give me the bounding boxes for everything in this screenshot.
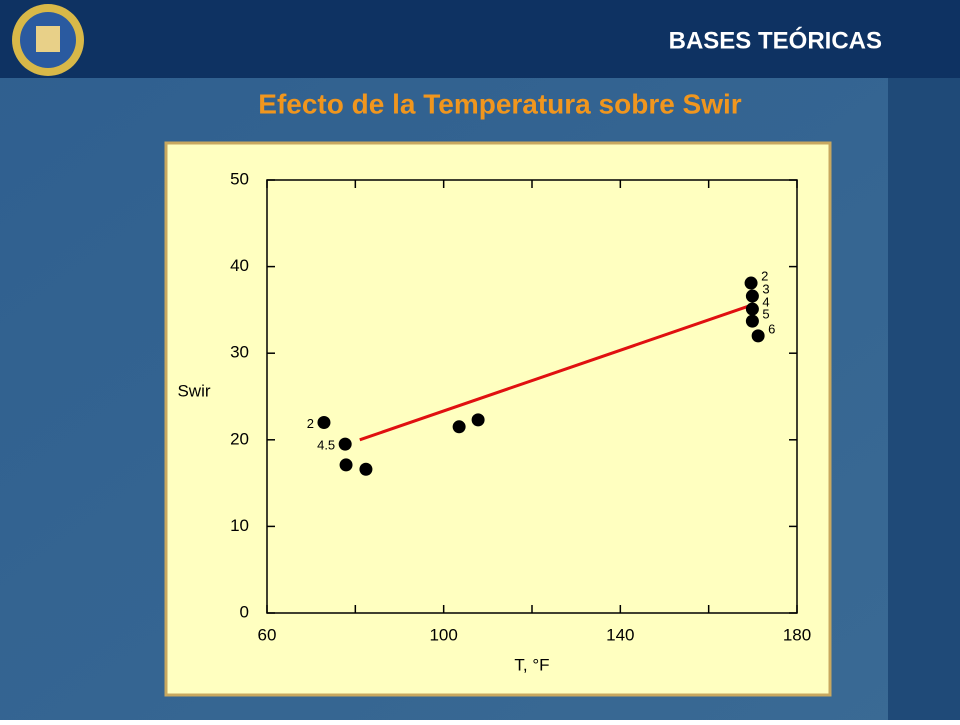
x-tick-label: 100 (429, 625, 457, 644)
point (339, 458, 353, 472)
point-label: 3 (762, 281, 769, 296)
y-axis-label: Swir (177, 381, 210, 400)
point (744, 276, 758, 290)
slide-title: Efecto de la Temperatura sobre Swir (258, 88, 742, 119)
trend-line (359, 303, 754, 442)
point-label: 6 (768, 321, 775, 336)
point (359, 462, 373, 476)
point-label: 2 (761, 268, 768, 283)
y-tick-label: 40 (230, 256, 249, 275)
point (338, 437, 352, 451)
point (745, 289, 759, 303)
y-tick-label: 10 (230, 516, 249, 535)
logo (12, 4, 84, 76)
side-stripe (888, 78, 960, 720)
x-tick-label: 60 (258, 625, 277, 644)
point (471, 413, 485, 427)
point-label: 4.5 (317, 438, 335, 453)
point (745, 314, 759, 328)
y-tick-label: 20 (230, 429, 249, 448)
header-band (0, 0, 960, 78)
y-tick-label: 30 (230, 343, 249, 362)
point-label: 2 (307, 416, 314, 431)
y-tick-label: 0 (240, 602, 249, 621)
chart-panel (164, 141, 832, 697)
point (751, 329, 765, 343)
x-axis-label: T, °F (514, 655, 549, 674)
x-tick-label: 180 (783, 625, 811, 644)
header-text: BASES TEÓRICAS (669, 26, 882, 54)
point (745, 302, 759, 316)
point-label: 4 (762, 294, 769, 309)
point-label: 5 (762, 307, 769, 322)
y-tick-label: 50 (230, 169, 249, 188)
point (317, 415, 331, 429)
x-tick-label: 140 (606, 625, 634, 644)
point (452, 420, 466, 434)
